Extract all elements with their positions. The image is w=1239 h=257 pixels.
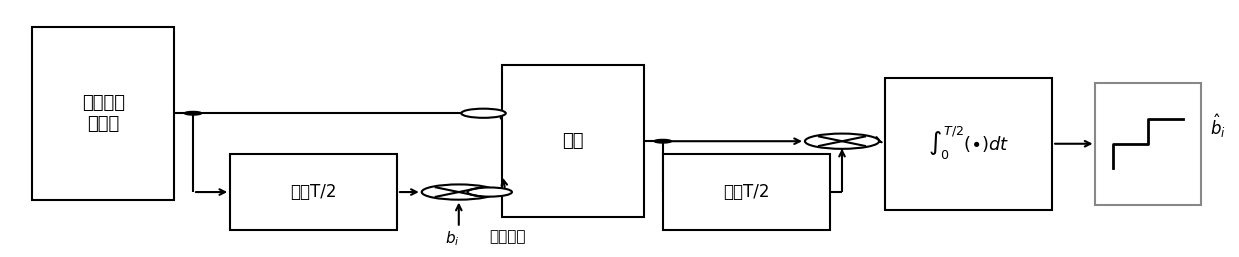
Text: 混沌信号
发生器: 混沌信号 发生器 (82, 94, 125, 133)
Text: $\int_0^{T/2}(\bullet)dt$: $\int_0^{T/2}(\bullet)dt$ (928, 125, 1010, 162)
Bar (1095, 83, 1201, 205)
Circle shape (421, 185, 496, 200)
Bar (886, 78, 1052, 210)
Text: 信道: 信道 (563, 132, 584, 150)
Text: 延时T/2: 延时T/2 (724, 183, 769, 201)
Text: 信息比特: 信息比特 (489, 229, 527, 244)
Text: $b_i$: $b_i$ (445, 229, 460, 247)
Bar (230, 154, 396, 230)
Circle shape (654, 140, 672, 143)
Bar (502, 65, 644, 217)
Circle shape (467, 187, 512, 197)
Bar (663, 154, 830, 230)
Text: $\hat{b}_i$: $\hat{b}_i$ (1211, 112, 1227, 140)
Text: 延时T/2: 延时T/2 (290, 183, 337, 201)
Circle shape (805, 134, 880, 149)
Circle shape (461, 109, 506, 118)
Bar (32, 27, 175, 200)
Circle shape (185, 112, 202, 115)
